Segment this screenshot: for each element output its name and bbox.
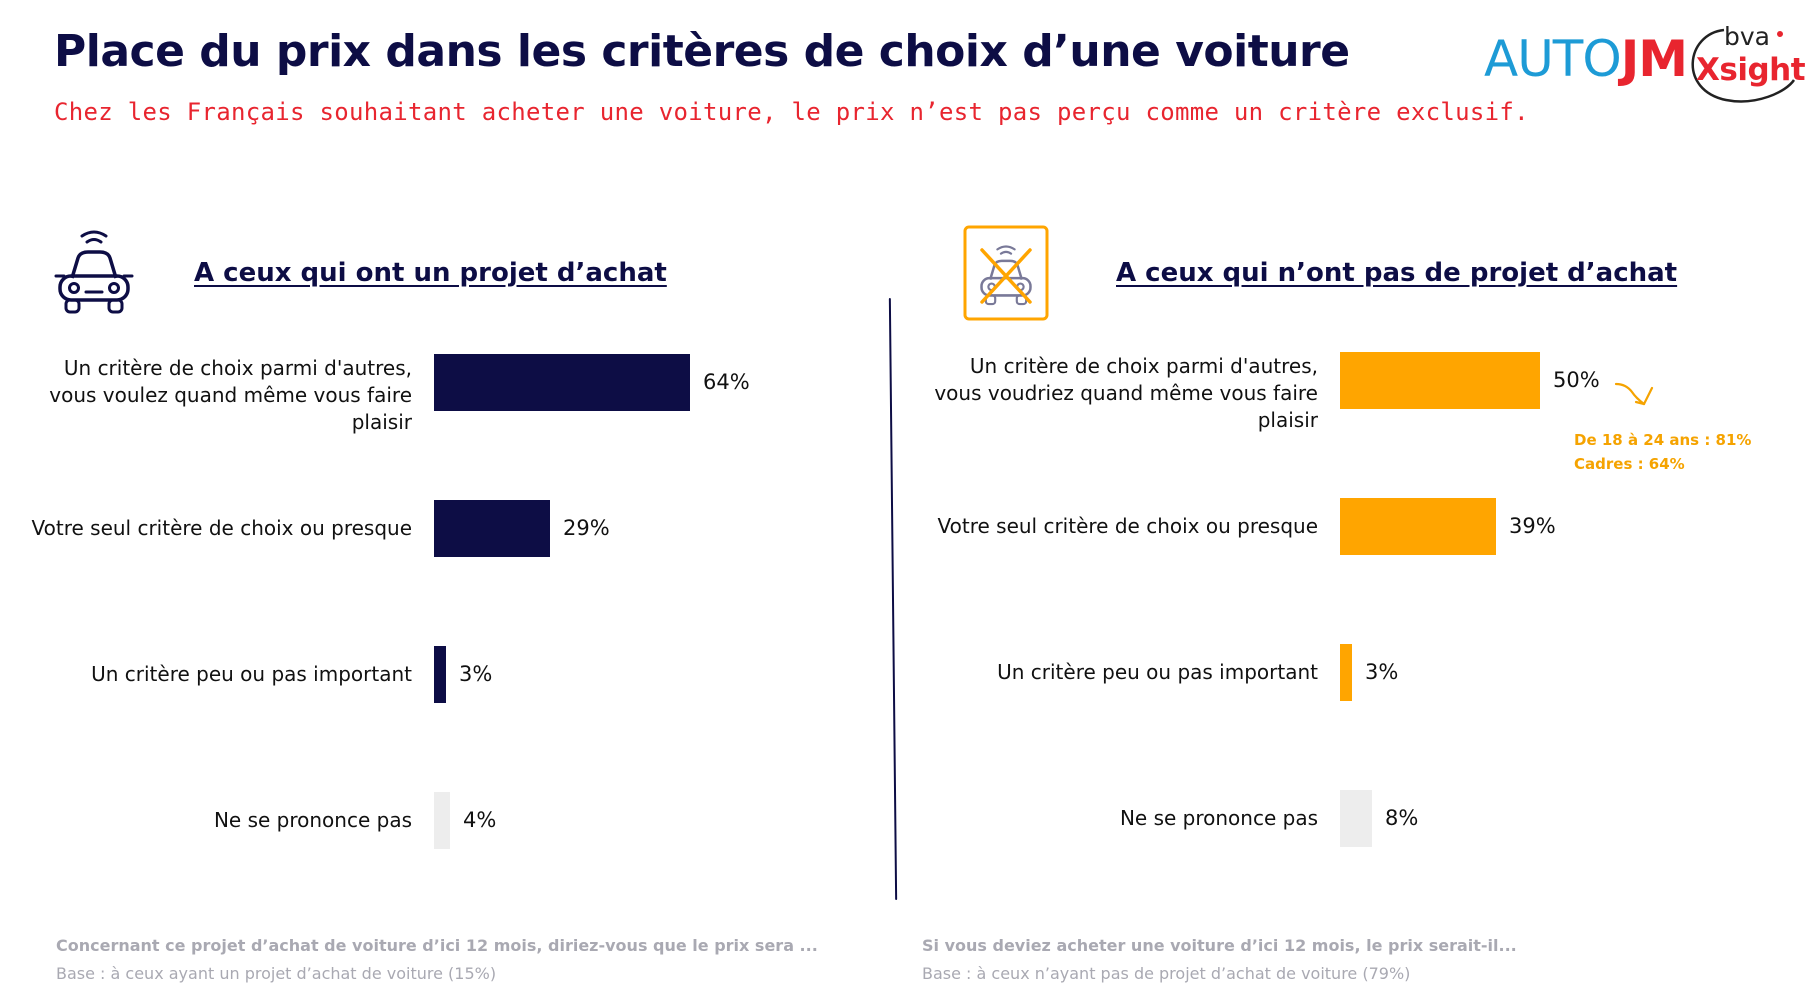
annotation-line-age: De 18 à 24 ans : 81% [1574, 431, 1752, 449]
page-title: Place du prix dans les critères de choix… [54, 26, 1350, 77]
value-label: 50% [1553, 368, 1600, 392]
left-base: Base : à ceux ayant un projet d’achat de… [56, 964, 497, 983]
bva-logo-text: bva [1724, 22, 1770, 51]
right-footnote: Si vous deviez acheter une voiture d’ici… [922, 932, 1517, 988]
category-label: Un critère peu ou pas important [91, 661, 412, 686]
annotation-line-cadres: Cadres : 64% [1574, 455, 1685, 473]
category-label: Ne se prononce pas [213, 807, 412, 832]
value-label: 3% [1365, 660, 1399, 684]
value-label: 8% [1385, 806, 1419, 830]
bar [434, 354, 690, 411]
bar [434, 646, 446, 703]
bar [1340, 644, 1352, 701]
bva-swoosh-icon [1691, 28, 1796, 103]
bar [434, 792, 450, 849]
autojm-logo-jm: JM [1620, 30, 1688, 88]
bva-xsight-logo: bva Xsight [1676, 20, 1806, 104]
bar [1340, 498, 1496, 555]
category-label: Un critère peu ou pas important [997, 659, 1318, 684]
xsight-logo-text: Xsight [1696, 52, 1806, 88]
value-label: 29% [563, 516, 610, 540]
right-panel-title: A ceux qui n’ont pas de projet d’achat [1116, 258, 1678, 288]
bar [434, 500, 550, 557]
panel-divider [888, 298, 898, 900]
arrow-icon [1614, 382, 1654, 406]
value-label: 4% [463, 808, 497, 832]
category-label: Votre seul critère de choix ou presque [937, 513, 1319, 538]
autojm-logo-auto: AUTO [1484, 30, 1622, 88]
category-label: Un critère de choix parmi d'autres, vous… [49, 356, 412, 434]
value-label: 39% [1509, 514, 1556, 538]
category-label: Ne se prononce pas [1119, 805, 1318, 830]
category-label: Un critère de choix parmi d'autres, vous… [934, 354, 1318, 432]
left-panel-title: A ceux qui ont un projet d’achat [194, 258, 667, 288]
bar [1340, 352, 1540, 409]
right-base: Base : à ceux n’ayant pas de projet d’ac… [922, 964, 1411, 983]
car-icon [54, 230, 134, 314]
right-chart-annotation: De 18 à 24 ans : 81% Cadres : 64% [1574, 428, 1751, 476]
left-question: Concernant ce projet d’achat de voiture … [56, 936, 818, 955]
bar [1340, 790, 1372, 847]
left-footnote: Concernant ce projet d’achat de voiture … [56, 932, 818, 988]
right-question: Si vous deviez acheter une voiture d’ici… [922, 936, 1517, 955]
autojm-logo: AUTOJM [1484, 34, 1688, 84]
value-label: 64% [703, 370, 750, 394]
crossed-car-icon [963, 225, 1049, 321]
page-subtitle: Chez les Français souhaitant acheter une… [54, 98, 1529, 126]
category-label: Votre seul critère de choix ou presque [31, 515, 413, 540]
value-label: 3% [459, 662, 493, 686]
